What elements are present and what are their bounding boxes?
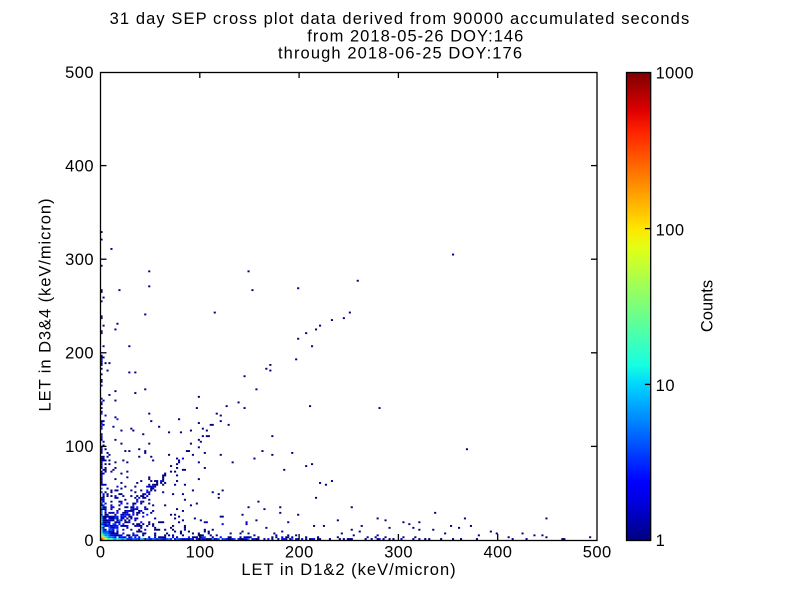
- svg-text:400: 400: [65, 157, 93, 175]
- svg-text:31 day SEP cross plot data der: 31 day SEP cross plot data derived from …: [110, 10, 690, 28]
- svg-text:500: 500: [65, 64, 93, 82]
- svg-text:LET in D1&2 (keV/micron): LET in D1&2 (keV/micron): [241, 561, 455, 579]
- svg-text:400: 400: [484, 543, 512, 561]
- svg-text:through 2018-06-25 DOY:176: through 2018-06-25 DOY:176: [278, 45, 522, 63]
- svg-text:100: 100: [186, 543, 214, 561]
- svg-text:100: 100: [65, 438, 93, 456]
- svg-text:LET in D3&4 (keV/micron): LET in D3&4 (keV/micron): [37, 199, 55, 412]
- svg-text:300: 300: [384, 543, 412, 561]
- svg-text:0: 0: [96, 543, 105, 561]
- svg-text:10: 10: [656, 377, 675, 395]
- svg-text:300: 300: [65, 251, 93, 269]
- svg-text:100: 100: [656, 221, 684, 239]
- svg-text:0: 0: [84, 532, 93, 550]
- svg-text:Counts: Counts: [699, 280, 717, 332]
- svg-text:200: 200: [285, 543, 313, 561]
- svg-text:1: 1: [656, 532, 665, 550]
- svg-text:1000: 1000: [656, 64, 694, 82]
- svg-text:200: 200: [65, 345, 93, 363]
- svg-text:from 2018-05-26 DOY:146: from 2018-05-26 DOY:146: [307, 28, 523, 46]
- svg-text:500: 500: [583, 543, 611, 561]
